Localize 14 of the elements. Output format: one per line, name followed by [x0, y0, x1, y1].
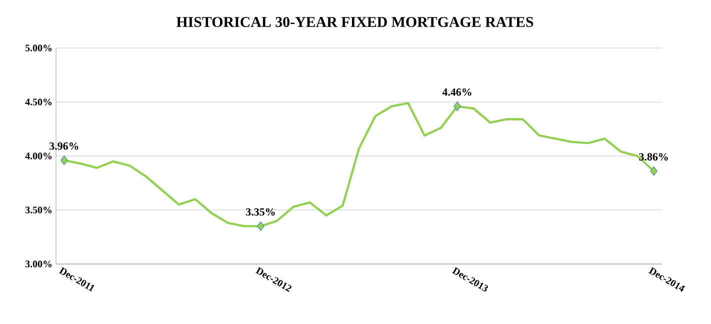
chart-title: HISTORICAL 30-YEAR FIXED MORTGAGE RATES [176, 16, 534, 28]
data-label: 3.86% [639, 153, 668, 161]
point [454, 102, 461, 112]
data-label: 3.35% [246, 208, 275, 216]
point [257, 221, 264, 231]
point [60, 156, 68, 166]
data-label: 3.96% [50, 142, 78, 150]
y-tick-label: 3.50% [25, 206, 52, 214]
y-tick-label: 4.00% [25, 152, 52, 160]
y-tick-label: 3.00% [25, 260, 52, 268]
point [650, 166, 658, 176]
y-tick-label: 5.00% [25, 44, 52, 52]
data-label: 4.46% [442, 88, 472, 96]
y-tick-label: 4.50% [25, 98, 52, 106]
